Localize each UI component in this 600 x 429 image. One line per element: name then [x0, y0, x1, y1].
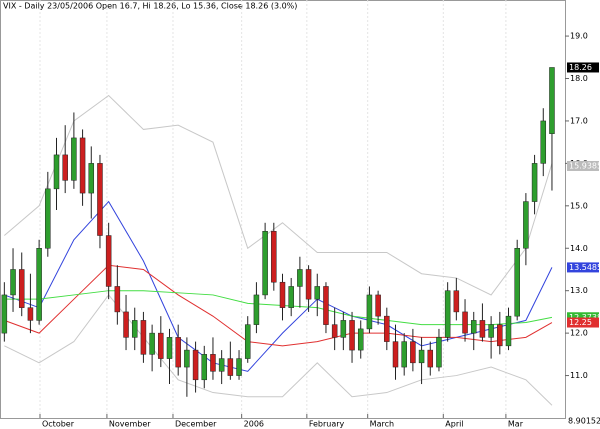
price-flag	[567, 317, 599, 328]
candle-body	[201, 354, 208, 381]
candle-body	[175, 337, 181, 368]
candle-body	[114, 286, 121, 313]
y-tick-label: 15.0	[570, 201, 588, 210]
x-tick-label: March	[370, 420, 394, 429]
candle-body	[427, 349, 434, 368]
price-flag-label: 12.25	[569, 318, 592, 327]
candle-body	[218, 358, 225, 372]
candle-body	[401, 341, 407, 368]
price-flag-label: 12.3738	[569, 313, 600, 322]
price-flag	[567, 312, 599, 323]
price-flag	[567, 62, 599, 73]
candle-body	[418, 349, 425, 364]
candle-body	[71, 137, 77, 181]
candle-body	[184, 349, 190, 368]
candle-body	[444, 290, 451, 338]
y-tick-label: 18.0	[570, 74, 588, 83]
price-flag	[567, 262, 599, 273]
y-tick-label: 11.0	[570, 371, 588, 380]
candle-body	[505, 315, 512, 347]
candle-body	[514, 248, 520, 317]
candle-body	[149, 332, 155, 355]
x-tick-label: October	[42, 420, 75, 429]
price-flag-label: 15.9385	[569, 161, 600, 170]
candle-body	[497, 324, 503, 347]
candle-body	[392, 341, 399, 368]
x-tick-label: Mar	[508, 420, 524, 429]
candle-body	[18, 269, 25, 308]
candle-body	[436, 337, 442, 368]
candle-body	[488, 324, 494, 338]
candle-body	[105, 235, 112, 287]
candle-body	[549, 67, 555, 134]
candle-body	[88, 163, 95, 194]
candle-body	[279, 281, 286, 308]
price-flag-label: 18.26	[569, 63, 592, 72]
y-tick-label: 17.0	[570, 116, 588, 125]
candle-body	[523, 201, 529, 249]
indicator-line	[4, 94, 553, 296]
chart-title: VIX - Daily 23/05/2006 Open 16.7, Hi 18.…	[3, 2, 297, 11]
candle-body	[253, 294, 260, 325]
candle-body	[384, 315, 390, 342]
candle-body	[540, 120, 547, 164]
candle-body	[314, 286, 321, 300]
candle-body	[288, 286, 294, 308]
candle-body	[366, 294, 373, 330]
candle-body	[453, 290, 460, 313]
candle-body	[10, 269, 16, 296]
candle-body	[27, 307, 34, 321]
candle-body	[244, 324, 251, 359]
candle-body	[45, 188, 51, 249]
candle-body	[140, 320, 147, 355]
candle-body	[340, 320, 347, 338]
candle-body	[262, 231, 268, 296]
candle-body	[166, 337, 173, 359]
candle-body	[62, 154, 68, 181]
y-tick-label: 19.0	[570, 32, 588, 41]
x-tick-label: April	[445, 420, 463, 429]
y-tick-label: 12.0	[570, 329, 588, 338]
x-tick-label: November	[109, 420, 151, 429]
candle-body	[323, 286, 329, 325]
candle-body	[131, 320, 138, 338]
candle-body	[410, 341, 416, 364]
candle-body	[357, 328, 364, 351]
y-tick-label: 13.0	[570, 286, 588, 295]
candle-body	[158, 332, 164, 359]
candle-body	[331, 324, 338, 338]
candle-body	[210, 354, 216, 372]
candle-body	[227, 358, 234, 376]
candle-body	[479, 320, 486, 338]
x-tick-label: December	[175, 420, 217, 429]
indicator-line	[4, 200, 553, 372]
candle-body	[192, 349, 199, 381]
x-tick-label: February	[309, 420, 345, 429]
candle-body	[305, 269, 312, 300]
candle-body	[470, 320, 477, 334]
candle-body	[236, 358, 242, 376]
candle-body	[297, 269, 303, 287]
x-tick-label: 2006	[244, 420, 264, 429]
candle-body	[531, 163, 538, 202]
candle-body	[36, 248, 42, 321]
candle-body	[271, 231, 277, 283]
candle-body	[79, 137, 86, 194]
indicator-line	[4, 264, 553, 347]
price-flag	[567, 160, 599, 171]
price-flag-label: 13.5485	[569, 263, 600, 272]
candle-body	[375, 294, 381, 317]
y-tick-label: 14.0	[570, 244, 588, 253]
candle-body	[462, 311, 468, 334]
indicator-line	[4, 294, 553, 406]
candle-body	[1, 294, 8, 334]
plot-frame	[0, 0, 566, 419]
min-label: 8.90152	[568, 417, 600, 426]
candle-body	[349, 320, 355, 351]
candle-body	[53, 154, 60, 190]
candle-body	[97, 163, 103, 236]
candle-body	[123, 311, 129, 338]
